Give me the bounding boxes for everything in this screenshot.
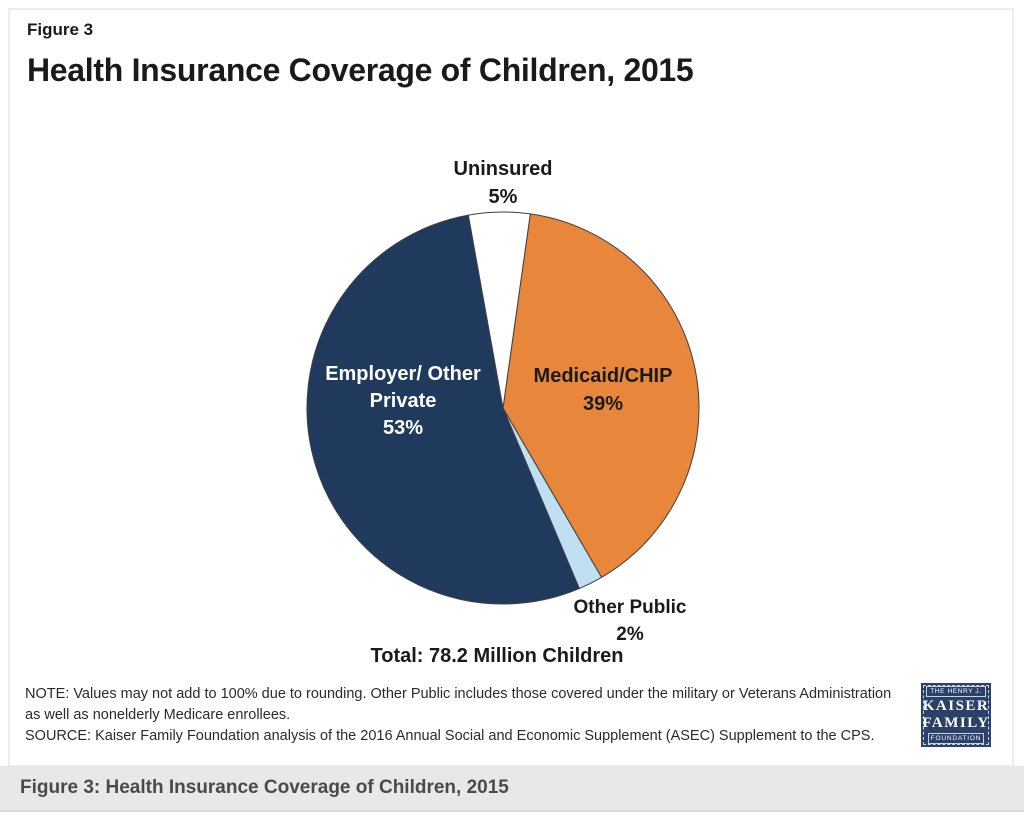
notes-block: NOTE: Values may not add to 100% due to … bbox=[25, 684, 905, 747]
source-text: SOURCE: Kaiser Family Foundation analysi… bbox=[25, 728, 875, 744]
pie-label-other-public: Other Public 2% bbox=[530, 594, 730, 648]
kff-logo-line4: FOUNDATION bbox=[927, 733, 985, 744]
note-text: NOTE: Values may not add to 100% due to … bbox=[25, 686, 892, 723]
kaiser-family-foundation-logo: THE HENRY J. KAISER FAMILY FOUNDATION bbox=[921, 683, 991, 747]
kff-logo-line3: FAMILY bbox=[922, 715, 990, 731]
figure-label: Figure 3 bbox=[27, 20, 94, 39]
kff-logo-inner: THE HENRY J. KAISER FAMILY FOUNDATION bbox=[922, 685, 990, 745]
pie-label-employer-value: 53% bbox=[382, 417, 424, 439]
pie-label-employer: Employer/ Other Private 53% bbox=[303, 361, 503, 442]
footer-bar: Figure 3: Health Insurance Coverage of C… bbox=[0, 766, 1024, 812]
pie-label-uninsured-value: 5% bbox=[488, 186, 518, 208]
footer-bar-title: Figure 3: Health Insurance Coverage of C… bbox=[20, 777, 509, 798]
kff-logo-line2: KAISER bbox=[922, 698, 990, 714]
pie-label-medicaid-name: Medicaid/CHIP bbox=[533, 365, 673, 387]
pie-total-label: Total: 78.2 Million Children bbox=[370, 645, 624, 667]
kff-logo-line1: THE HENRY J. bbox=[926, 686, 986, 697]
pie-slice-uninsured bbox=[467, 211, 531, 409]
pie-label-medicaid-value: 39% bbox=[582, 393, 624, 415]
pie-label-uninsured-name: Uninsured bbox=[453, 158, 553, 180]
pie-slice-employer-other-private bbox=[306, 214, 580, 605]
page-title: Health Insurance Coverage of Children, 2… bbox=[27, 52, 694, 88]
pie-label-other-public-value: 2% bbox=[616, 624, 644, 645]
pie-chart-svg bbox=[306, 211, 700, 605]
pie-label-employer-name: Employer/ Other Private bbox=[325, 363, 481, 412]
pie-label-other-public-name: Other Public bbox=[573, 597, 687, 618]
pie-label-uninsured: Uninsured 5% bbox=[403, 155, 603, 211]
pie-slice-medicaid-chip bbox=[502, 213, 700, 578]
pie-label-medicaid: Medicaid/CHIP 39% bbox=[503, 362, 703, 418]
